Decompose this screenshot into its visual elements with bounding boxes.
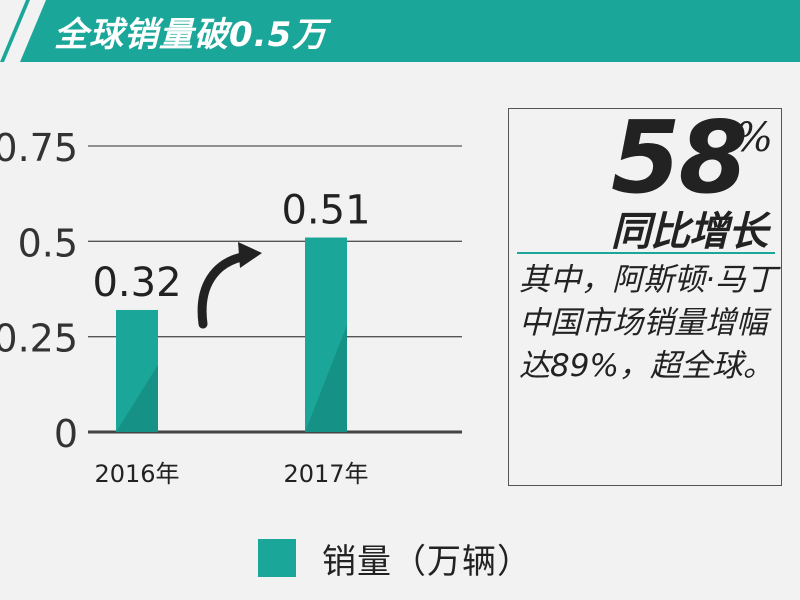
stat-description: 其中，阿斯顿·马丁中国市场销量增幅达89%，超全球。 (519, 262, 777, 384)
bar-chart: 0 0.25 0.5 0.75 0.32 0.51 2016年 2017年 (0, 126, 462, 488)
stat-divider (517, 252, 775, 254)
stat-number: 58 (611, 99, 748, 216)
chart-data-labels: 0.32 0.51 (92, 188, 370, 306)
chart-bars (116, 237, 347, 432)
bar-data-label: 0.32 (92, 260, 181, 306)
bar-2017年 (305, 237, 347, 432)
y-tick-label: 0.25 (0, 317, 78, 361)
growth-arrowhead-icon (238, 242, 262, 268)
x-category-label: 2017年 (283, 460, 368, 488)
bar-shade (305, 325, 347, 432)
bar-shade (116, 364, 158, 432)
header-band (0, 0, 800, 62)
legend-swatch (258, 539, 296, 577)
chart-legend: 销量（万辆） (258, 538, 532, 582)
y-tick-label: 0.75 (0, 126, 78, 170)
legend-label: 销量（万辆） (322, 541, 532, 582)
header-stripe-decoration (0, 0, 46, 62)
y-tick-label: 0 (54, 412, 78, 456)
growth-arrow-icon (197, 251, 251, 329)
stat-box: 58 % 同比增长 其中，阿斯顿·马丁中国市场销量增幅达89%，超全球。 (508, 99, 782, 486)
stat-unit: % (735, 115, 774, 161)
bar-2016年 (116, 309, 158, 432)
y-tick-label: 0.5 (18, 221, 78, 265)
y-axis-ticks: 0 0.25 0.5 0.75 (0, 126, 78, 456)
x-axis-labels: 2016年 2017年 (94, 460, 368, 488)
page-title: 全球销量破0.5万 (54, 15, 328, 55)
stat-label: 同比增长 (611, 209, 768, 255)
x-category-label: 2016年 (94, 460, 179, 488)
bar-data-label: 0.51 (281, 188, 370, 234)
